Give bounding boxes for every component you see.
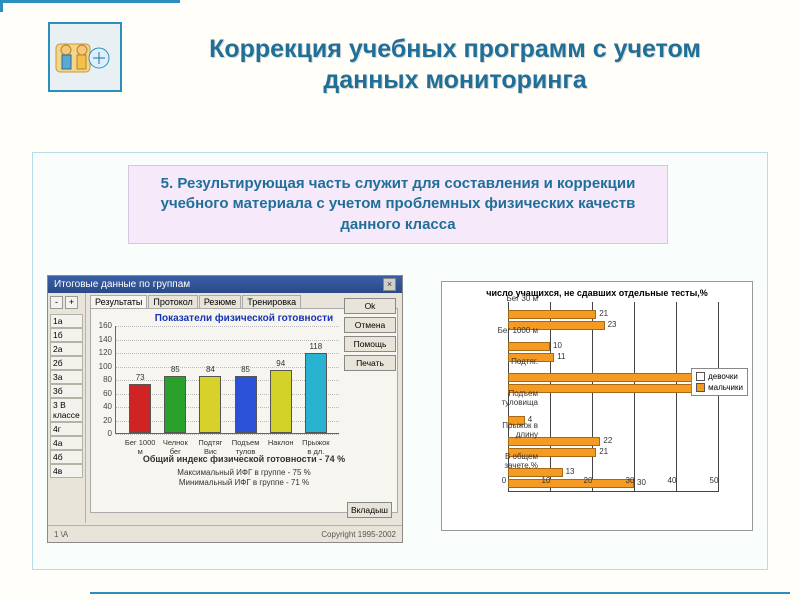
page-title: Коррекция учебных программ с учетом данн… xyxy=(175,34,735,97)
bar-chart: 02040608010012014016073Бег 1000 м85Челно… xyxy=(115,326,339,434)
header-icon xyxy=(48,22,122,92)
sidebar-item[interactable]: 4а xyxy=(50,436,83,450)
category-label: Бег 1000 м xyxy=(478,326,538,335)
category-label: В общем зачете,% xyxy=(478,452,538,470)
win-button[interactable]: Помощь xyxy=(344,336,396,352)
sidebar-item[interactable]: 2а xyxy=(50,342,83,356)
callout-text: 5. Результирующая часть служит для соста… xyxy=(128,165,668,244)
tab[interactable]: Протокол xyxy=(148,295,197,308)
sidebar-item[interactable]: 3а xyxy=(50,370,83,384)
close-icon[interactable]: × xyxy=(383,278,396,291)
bar xyxy=(129,384,151,433)
win-button[interactable]: Ok xyxy=(344,298,396,314)
expand-button[interactable]: + xyxy=(65,296,78,309)
window-buttons: Ok Отмена Помощь Печать xyxy=(344,298,396,371)
win-button[interactable]: Отмена xyxy=(344,317,396,333)
legend: девочки мальчики xyxy=(691,368,748,396)
hbar-chart: число учащихся, не сдавших отдельные тес… xyxy=(441,281,753,531)
summary-minmax: Максимальный ИФГ в группе - 75 % Минимал… xyxy=(95,468,393,487)
bar xyxy=(305,353,327,433)
sidebar-item[interactable]: 4б xyxy=(50,450,83,464)
category-label: Подъем туловища xyxy=(478,389,538,407)
sidebar-item[interactable]: 1б xyxy=(50,328,83,342)
bar xyxy=(235,376,257,433)
category-label: Прыжок в длину xyxy=(478,421,538,439)
decor-line-top2 xyxy=(0,0,3,12)
sidebar-item[interactable]: 4в xyxy=(50,464,83,478)
content-panel: 5. Результирующая часть служит для соста… xyxy=(32,152,768,570)
bar xyxy=(164,376,186,433)
sidebar-item[interactable]: 2б xyxy=(50,356,83,370)
tab[interactable]: Резюме xyxy=(199,295,241,308)
tab[interactable]: Результаты xyxy=(90,295,147,308)
category-label: Бег 30 м xyxy=(478,294,538,303)
legend-swatch-girls xyxy=(696,372,705,381)
decor-line-bottom xyxy=(90,592,790,594)
legend-swatch-boys xyxy=(696,383,705,392)
insert-button[interactable]: Вкладыш xyxy=(347,502,392,518)
sidebar-item[interactable]: 1а xyxy=(50,314,83,328)
sidebar-item[interactable]: 3б xyxy=(50,384,83,398)
tab[interactable]: Тренировка xyxy=(242,295,301,308)
results-window: Итоговые данные по группам × - + 1а1б2а2… xyxy=(47,275,403,543)
sidebar-item[interactable]: 4г xyxy=(50,422,83,436)
bar xyxy=(270,370,292,433)
bar xyxy=(199,376,221,433)
win-button[interactable]: Печать xyxy=(344,355,396,371)
window-titlebar: Итоговые данные по группам × xyxy=(48,276,402,293)
status-bar: 1 \А Copyright 1995-2002 xyxy=(48,525,402,542)
collapse-button[interactable]: - xyxy=(50,296,63,309)
sidebar-item[interactable]: 3 В классе xyxy=(50,398,83,422)
window-title: Итоговые данные по группам xyxy=(54,279,190,290)
decor-line-top xyxy=(0,0,180,3)
category-label: Подтяг. xyxy=(478,357,538,366)
group-sidebar: - + 1а1б2а2б3а3б3 В классе4г4а4б4в xyxy=(48,293,86,523)
